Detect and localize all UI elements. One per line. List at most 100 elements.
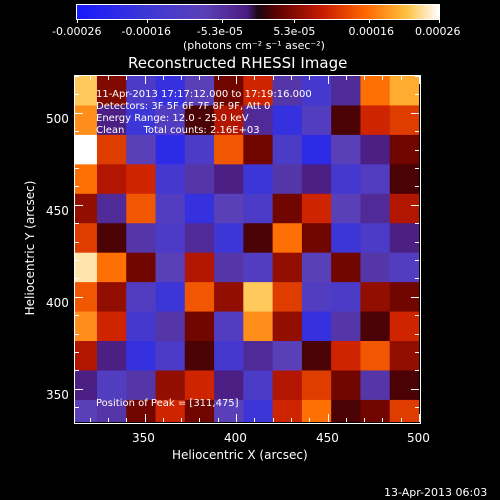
heatmap-cell [155, 282, 186, 313]
axis-tick [415, 131, 419, 133]
heatmap-cell [126, 134, 157, 165]
y-tick-label: 450 [46, 204, 69, 218]
axis-tick [89, 76, 91, 80]
heatmap-cell [184, 282, 215, 313]
heatmap-cell [243, 105, 274, 136]
axis-tick [415, 407, 419, 409]
heatmap-cell [184, 134, 215, 165]
heatmap-cell [214, 282, 244, 313]
axis-tick [415, 333, 419, 335]
heatmap-cell [301, 282, 332, 313]
heatmap-cell [360, 252, 391, 283]
heatmap-cell [184, 76, 215, 107]
heatmap-cell [75, 193, 98, 224]
axis-tick [75, 260, 79, 262]
energy-range-text: Energy Range: 12.0 - 25.0 keV [96, 113, 249, 124]
heatmap-cell [214, 193, 244, 224]
axis-tick [415, 223, 419, 225]
heatmap-cell [155, 341, 186, 372]
axis-tick [309, 418, 311, 422]
axis-tick [382, 76, 384, 80]
heatmap-cell [272, 399, 303, 422]
detectors-text: Detectors: 3F 5F 6F 7F 8F 9F, Att 0 [96, 101, 271, 112]
axis-tick [415, 186, 419, 188]
heatmap-cell [331, 282, 362, 313]
axis-tick [364, 418, 366, 422]
colorbar-tick-label: 5.3e-05 [273, 25, 316, 38]
axis-tick [75, 370, 79, 372]
heatmap-cell [96, 223, 127, 254]
axis-tick [107, 418, 109, 422]
heatmap-cell [243, 164, 274, 195]
heatmap-cell [214, 76, 244, 107]
axis-tick [162, 418, 164, 422]
heatmap-cell [184, 105, 215, 136]
heatmap-cell [331, 311, 362, 342]
axis-tick [75, 407, 79, 409]
axis-tick [217, 418, 219, 422]
axis-tick [415, 76, 419, 77]
colorbar [76, 4, 440, 20]
axis-tick [415, 94, 419, 96]
x-axis-label: Heliocentric X (arcsec) [172, 448, 308, 462]
heatmap-cell [389, 399, 419, 422]
axis-tick [236, 414, 238, 422]
axis-tick [75, 241, 79, 243]
heatmap-cell [184, 252, 215, 283]
heatmap-cell [301, 76, 332, 107]
heatmap-cell [360, 341, 391, 372]
axis-tick [415, 168, 419, 170]
heatmap-cell [126, 105, 157, 136]
axis-tick [411, 296, 419, 298]
heatmap-cell [272, 282, 303, 313]
heatmap-cell [243, 252, 274, 283]
heatmap-cell [184, 164, 215, 195]
heatmap-image [75, 76, 419, 422]
heatmap-cell [243, 223, 274, 254]
heatmap-cell [243, 193, 274, 224]
colorbar-tick [439, 19, 440, 23]
y-tick-label: 500 [46, 112, 69, 126]
heatmap-cell [75, 76, 98, 107]
footer-timestamp: 13-Apr-2013 06:03 [384, 486, 488, 499]
heatmap-cell [75, 311, 98, 342]
colorbar-unit-label: (photons cm⁻² s⁻¹ asec⁻²) [183, 39, 325, 52]
heatmap-cell [360, 76, 391, 107]
heatmap-cell [214, 341, 244, 372]
heatmap-cell [389, 134, 419, 165]
axis-tick [411, 388, 419, 390]
heatmap-cell [389, 193, 419, 224]
heatmap-cell [184, 341, 215, 372]
x-tick-label: 500 [407, 431, 430, 445]
heatmap-cell [126, 76, 157, 107]
heatmap-cell [75, 164, 98, 195]
time-range-text: 11-Apr-2013 17:17:12.000 to 17:19:16.000 [96, 89, 312, 100]
heatmap-cell [301, 193, 332, 224]
total-counts-text: Clean Total counts: 2.16E+03 [96, 125, 260, 136]
heatmap-cell [75, 399, 98, 422]
axis-tick [327, 76, 329, 84]
axis-tick [181, 76, 183, 80]
heatmap-cell [360, 193, 391, 224]
heatmap-cell [360, 105, 391, 136]
heatmap-cell [96, 134, 127, 165]
axis-tick [254, 76, 256, 80]
peak-position-text: Position of Peak = [311,475] [96, 398, 239, 409]
heatmap-cell [96, 282, 127, 313]
heatmap-cell [272, 311, 303, 342]
axis-tick [411, 112, 419, 114]
heatmap-cell [301, 399, 332, 422]
heatmap-cell [96, 311, 127, 342]
heatmap-cell [301, 105, 332, 136]
heatmap-cell [389, 105, 419, 136]
heatmap-cell [126, 399, 157, 422]
heatmap-cell [360, 370, 391, 401]
heatmap-cell [360, 399, 391, 422]
axis-tick [75, 296, 83, 298]
heatmap-cell [360, 282, 391, 313]
heatmap-cell [272, 134, 303, 165]
heatmap-cell [389, 370, 419, 401]
axis-tick [89, 418, 91, 422]
axis-tick [327, 414, 329, 422]
heatmap-cell [214, 223, 244, 254]
